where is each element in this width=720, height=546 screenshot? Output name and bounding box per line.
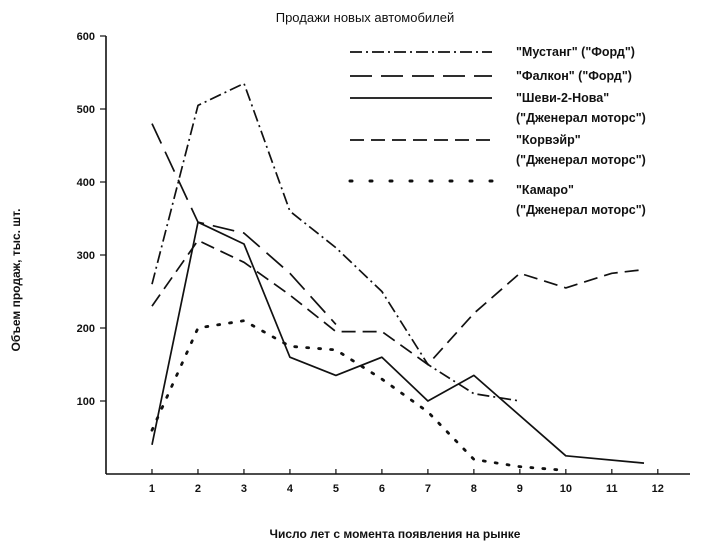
- x-tick-label: 7: [425, 483, 431, 495]
- x-axis-label: Число лет с момента появления на рынке: [270, 527, 521, 541]
- x-tick-label: 5: [333, 483, 339, 495]
- x-tick-label: 12: [652, 483, 664, 495]
- x-tick-label: 6: [379, 483, 385, 495]
- series-line-solid: [151, 221, 645, 464]
- chart-title: Продажи новых автомобилей: [276, 10, 455, 25]
- series-line-longdash: [151, 123, 337, 325]
- series-line-dotted: [150, 319, 568, 472]
- x-tick-label: 8: [471, 483, 477, 495]
- x-tick-label: 10: [560, 483, 572, 495]
- x-tick-label: 1: [149, 483, 155, 495]
- legend-label: "Шеви-2-Нова" ("Дженерал моторс"): [516, 91, 646, 125]
- x-tick-label: 3: [241, 483, 247, 495]
- y-tick-label: 600: [77, 31, 95, 43]
- x-tick-label: 2: [195, 483, 201, 495]
- y-tick-label: 100: [77, 396, 95, 408]
- x-tick-label: 11: [606, 483, 618, 495]
- y-tick-label: 400: [77, 177, 95, 189]
- legend-label: "Камаро" ("Дженерал моторс"): [516, 183, 646, 217]
- series-lines: [150, 82, 645, 472]
- y-tick-label: 200: [77, 323, 95, 335]
- y-axis-label: Объем продаж, тыс. шт.: [9, 209, 23, 352]
- legend-label: "Корвэйр" ("Дженерал моторс"): [516, 133, 646, 167]
- y-tick-label: 300: [77, 250, 95, 262]
- legend: "Мустанг" ("Форд") "Фалкон" ("Форд") "Шеви…: [348, 45, 646, 217]
- series-line-dashed: [151, 239, 645, 366]
- x-tick-label: 9: [517, 483, 523, 495]
- series-line-dashdot: [151, 82, 521, 402]
- x-tick-label: 4: [287, 483, 294, 495]
- y-tick-label: 500: [77, 104, 95, 116]
- legend-label: "Фалкон" ("Форд"): [516, 69, 632, 83]
- legend-label: "Мустанг" ("Форд"): [516, 45, 635, 59]
